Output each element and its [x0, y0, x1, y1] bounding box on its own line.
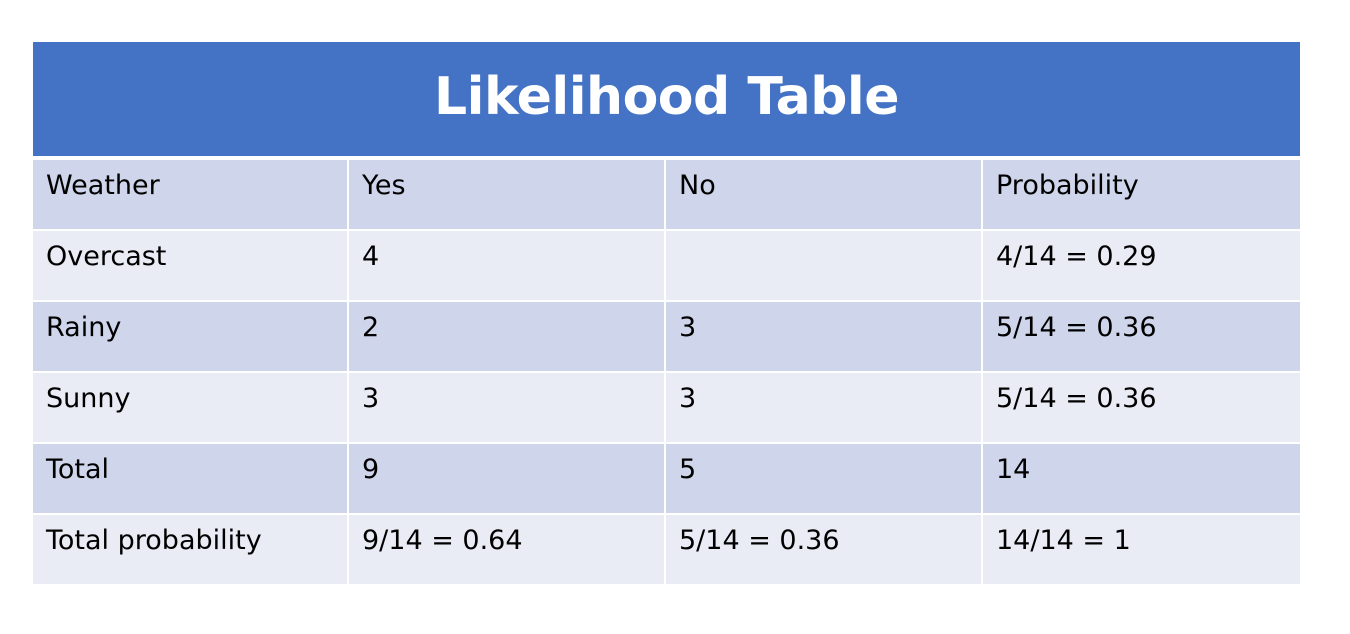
- table-title-bar: Likelihood Table: [33, 42, 1300, 160]
- header-cell-no: No: [666, 160, 983, 231]
- table-cell: [666, 231, 983, 302]
- table-cell: 9: [349, 444, 666, 515]
- table-cell: 3: [349, 373, 666, 444]
- table-cell: Sunny: [33, 373, 349, 444]
- table-cell: Total: [33, 444, 349, 515]
- table-cell: 5/14 = 0.36: [666, 515, 983, 586]
- table-cell: 9/14 = 0.64: [349, 515, 666, 586]
- table-title: Likelihood Table: [433, 67, 900, 127]
- header-cell-yes: Yes: [349, 160, 666, 231]
- table-cell: Overcast: [33, 231, 349, 302]
- table-cell: 5/14 = 0.36: [983, 373, 1300, 444]
- table-cell: 3: [666, 302, 983, 373]
- table-cell: 2: [349, 302, 666, 373]
- table-cell: 4: [349, 231, 666, 302]
- header-cell-probability: Probability: [983, 160, 1300, 231]
- table-cell: Total probability: [33, 515, 349, 586]
- table-cell: 5/14 = 0.36: [983, 302, 1300, 373]
- header-cell-weather: Weather: [33, 160, 349, 231]
- table-cell: 3: [666, 373, 983, 444]
- table-grid: Weather Yes No Probability Overcast 4 4/…: [33, 160, 1300, 586]
- likelihood-table: Likelihood Table Weather Yes No Probabil…: [33, 42, 1300, 586]
- table-cell: 14: [983, 444, 1300, 515]
- table-cell: 5: [666, 444, 983, 515]
- table-cell: Rainy: [33, 302, 349, 373]
- table-cell: 4/14 = 0.29: [983, 231, 1300, 302]
- table-cell: 14/14 = 1: [983, 515, 1300, 586]
